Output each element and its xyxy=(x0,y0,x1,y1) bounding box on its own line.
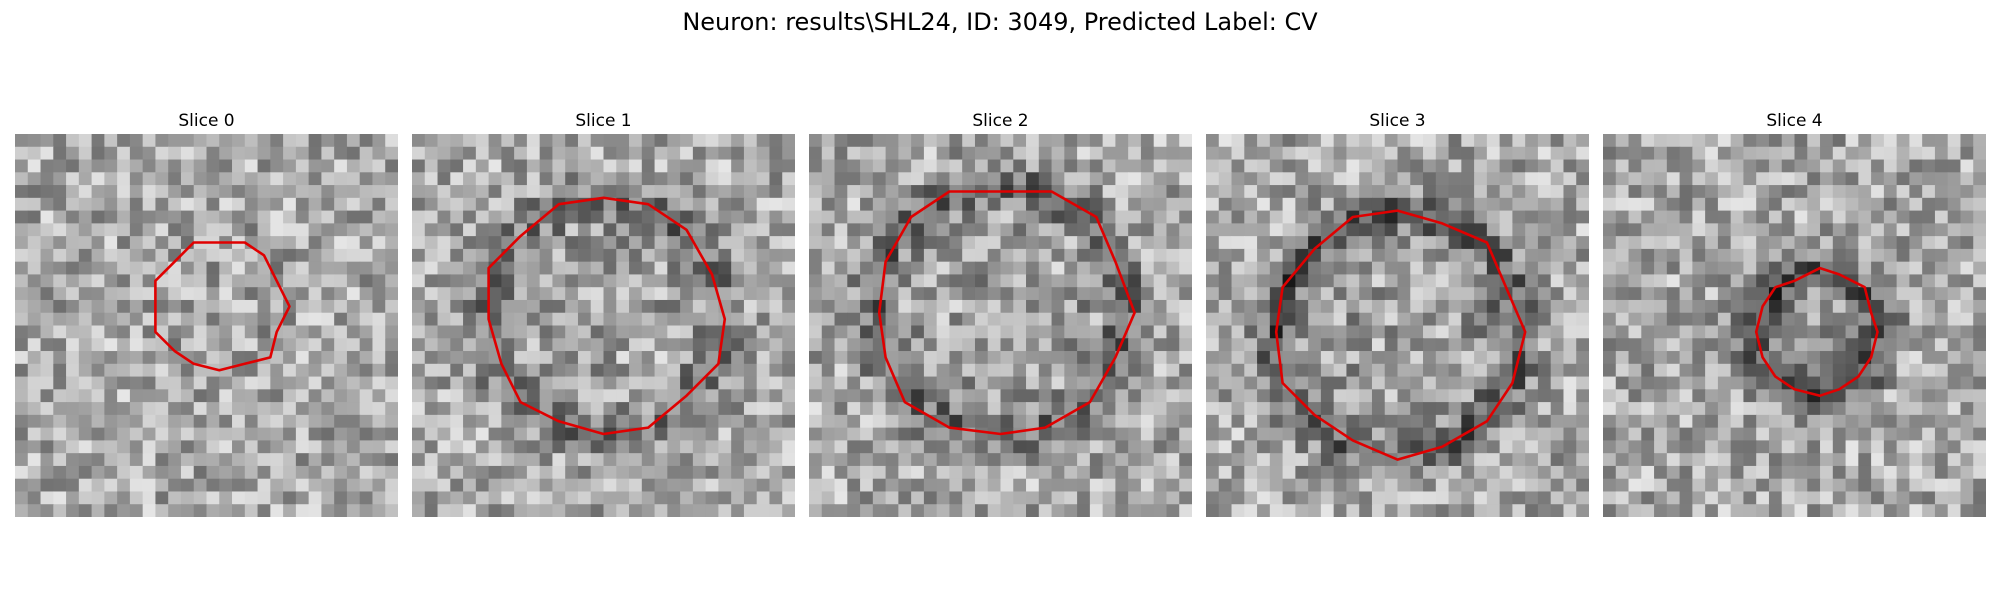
slice-title: Slice 3 xyxy=(1369,111,1426,131)
cell-contour xyxy=(487,196,727,436)
figure-title: Neuron: results\SHL24, ID: 3049, Predict… xyxy=(682,8,1318,36)
slice-image xyxy=(412,134,795,517)
cell-contour xyxy=(1754,266,1879,398)
slice-panel-2: Slice 2 xyxy=(809,108,1192,517)
slice-image xyxy=(1206,134,1589,517)
slice-title: Slice 4 xyxy=(1766,111,1823,131)
slice-image xyxy=(809,134,1192,517)
cell-contour xyxy=(1274,209,1527,461)
slice-panel-0: Slice 0 xyxy=(15,108,398,517)
slice-title: Slice 2 xyxy=(972,111,1029,131)
slice-panel-1: Slice 1 xyxy=(412,108,795,517)
cell-contour xyxy=(877,190,1136,436)
slice-title: Slice 0 xyxy=(178,111,235,131)
slice-panel-4: Slice 4 xyxy=(1603,108,1986,517)
slice-image xyxy=(1603,134,1986,517)
slice-title: Slice 1 xyxy=(575,111,632,131)
cell-contour xyxy=(154,241,291,372)
slice-image xyxy=(15,134,398,517)
slice-panel-3: Slice 3 xyxy=(1206,108,1589,517)
